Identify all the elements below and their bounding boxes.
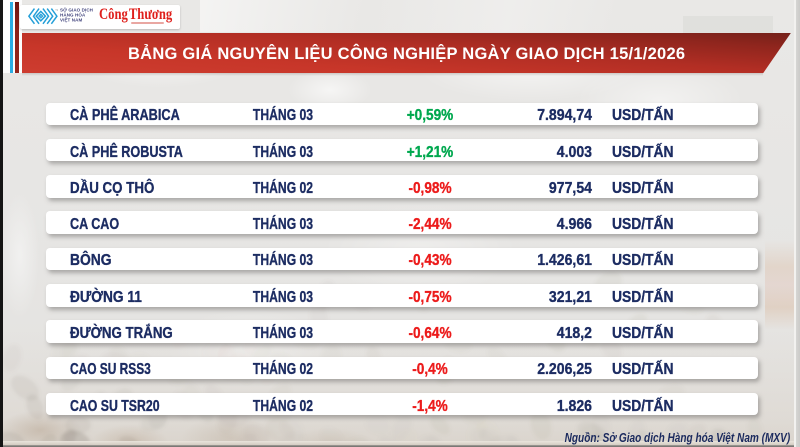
svg-text:TM: TM xyxy=(55,9,58,12)
